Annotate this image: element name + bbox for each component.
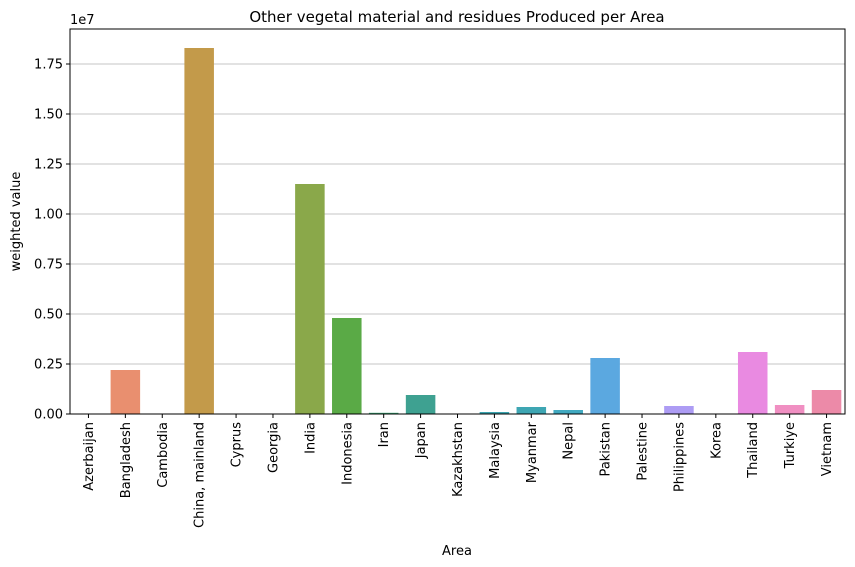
x-tick-label: Azerbaijan — [82, 422, 97, 491]
bar — [737, 352, 768, 414]
x-tick-label: Malaysia — [488, 422, 503, 479]
x-tick-label: Palestine — [636, 422, 651, 481]
x-axis-ticks: Azerbaijan Bangladesh Cambodia China, mainl… — [82, 414, 835, 528]
bar — [295, 184, 325, 414]
y-tick-label: 0.25 — [34, 358, 63, 373]
bars — [73, 48, 842, 414]
bar — [332, 318, 362, 414]
x-tick-label: Pakistan — [599, 422, 614, 476]
y-tick-label: 1.25 — [34, 158, 63, 173]
y-tick-label: 0.75 — [34, 258, 63, 273]
bar — [553, 410, 583, 414]
x-tick-label: Cyprus — [230, 422, 245, 468]
x-tick-label: Japan — [414, 422, 429, 459]
y-tick-label: 0.50 — [34, 308, 63, 323]
y-tick-label: 1.00 — [34, 208, 63, 223]
x-tick-label: Nepal — [562, 422, 577, 460]
x-tick-label: Korea — [709, 422, 724, 459]
bar — [811, 390, 842, 414]
bar — [590, 358, 620, 414]
x-tick-label: Thailand — [746, 422, 761, 479]
x-axis-label: Area — [442, 544, 472, 559]
y-tick-label: 1.50 — [34, 108, 63, 123]
bar — [479, 412, 510, 414]
x-tick-label: Georgia — [266, 422, 281, 473]
bar — [405, 395, 436, 414]
x-tick-label: Bangladesh — [119, 422, 134, 498]
y-axis-label: weighted value — [9, 172, 24, 272]
x-tick-label: Cambodia — [156, 422, 171, 488]
bar — [664, 406, 694, 414]
x-tick-label: Turkiye — [783, 422, 798, 469]
x-tick-label: Indonesia — [340, 422, 355, 485]
bar — [774, 405, 805, 414]
x-tick-label: Iran — [377, 422, 392, 447]
chart-title: Other vegetal material and residues Prod… — [249, 8, 664, 26]
bar — [110, 370, 141, 414]
x-tick-label: China, mainland — [193, 422, 208, 528]
x-tick-label: Vietnam — [820, 422, 835, 476]
y-tick-label: 1.75 — [34, 58, 63, 73]
x-tick-label: Kazakhstan — [451, 422, 466, 497]
bar — [184, 48, 214, 414]
x-tick-label: India — [303, 422, 318, 454]
x-tick-label: Myanmar — [525, 421, 540, 483]
bar — [516, 407, 547, 414]
x-tick-label: Philippines — [672, 422, 687, 492]
y-tick-label: 0.00 — [34, 408, 63, 423]
bar — [368, 412, 399, 414]
y-axis-ticks: 0.00 0.25 0.50 0.75 1.00 1.25 1.50 1.75 — [34, 58, 70, 423]
y-offset-text: 1e7 — [70, 13, 95, 28]
